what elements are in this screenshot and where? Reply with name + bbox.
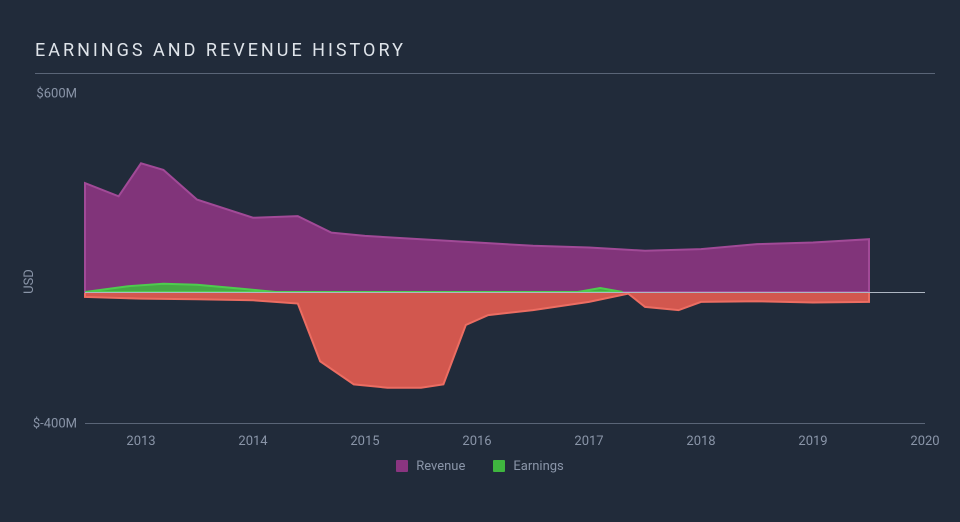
area-svg <box>85 94 925 424</box>
legend-item-revenue: Revenue <box>396 459 465 474</box>
x-tick-label: 2017 <box>574 434 603 449</box>
y-axis-label: USD <box>22 269 37 294</box>
legend-label: Earnings <box>513 459 563 474</box>
y-tick-label: $600M <box>36 87 77 102</box>
x-tick-label: 2016 <box>462 434 491 449</box>
legend: Revenue Earnings <box>25 459 935 477</box>
x-tick-label: 2014 <box>238 434 267 449</box>
y-tick-label: $-400M <box>33 417 77 432</box>
x-tick-label: 2020 <box>910 434 939 449</box>
x-tick-label: 2018 <box>686 434 715 449</box>
area-series <box>85 163 869 292</box>
legend-label: Revenue <box>416 459 465 474</box>
plot-area: $-400M$600M20132014201520162017201820192… <box>85 94 925 424</box>
chart-title: EARNINGS AND REVENUE HISTORY <box>35 40 935 74</box>
chart-wrap: USD $-400M$600M2013201420152016201720182… <box>25 84 935 484</box>
legend-swatch <box>396 460 408 472</box>
x-tick-label: 2015 <box>350 434 379 449</box>
zero-baseline <box>85 292 925 293</box>
x-axis-line <box>85 423 925 424</box>
legend-item-earnings: Earnings <box>493 459 563 474</box>
legend-swatch <box>493 460 505 472</box>
x-tick-label: 2019 <box>798 434 827 449</box>
area-series <box>85 292 869 388</box>
x-tick-label: 2013 <box>126 434 155 449</box>
